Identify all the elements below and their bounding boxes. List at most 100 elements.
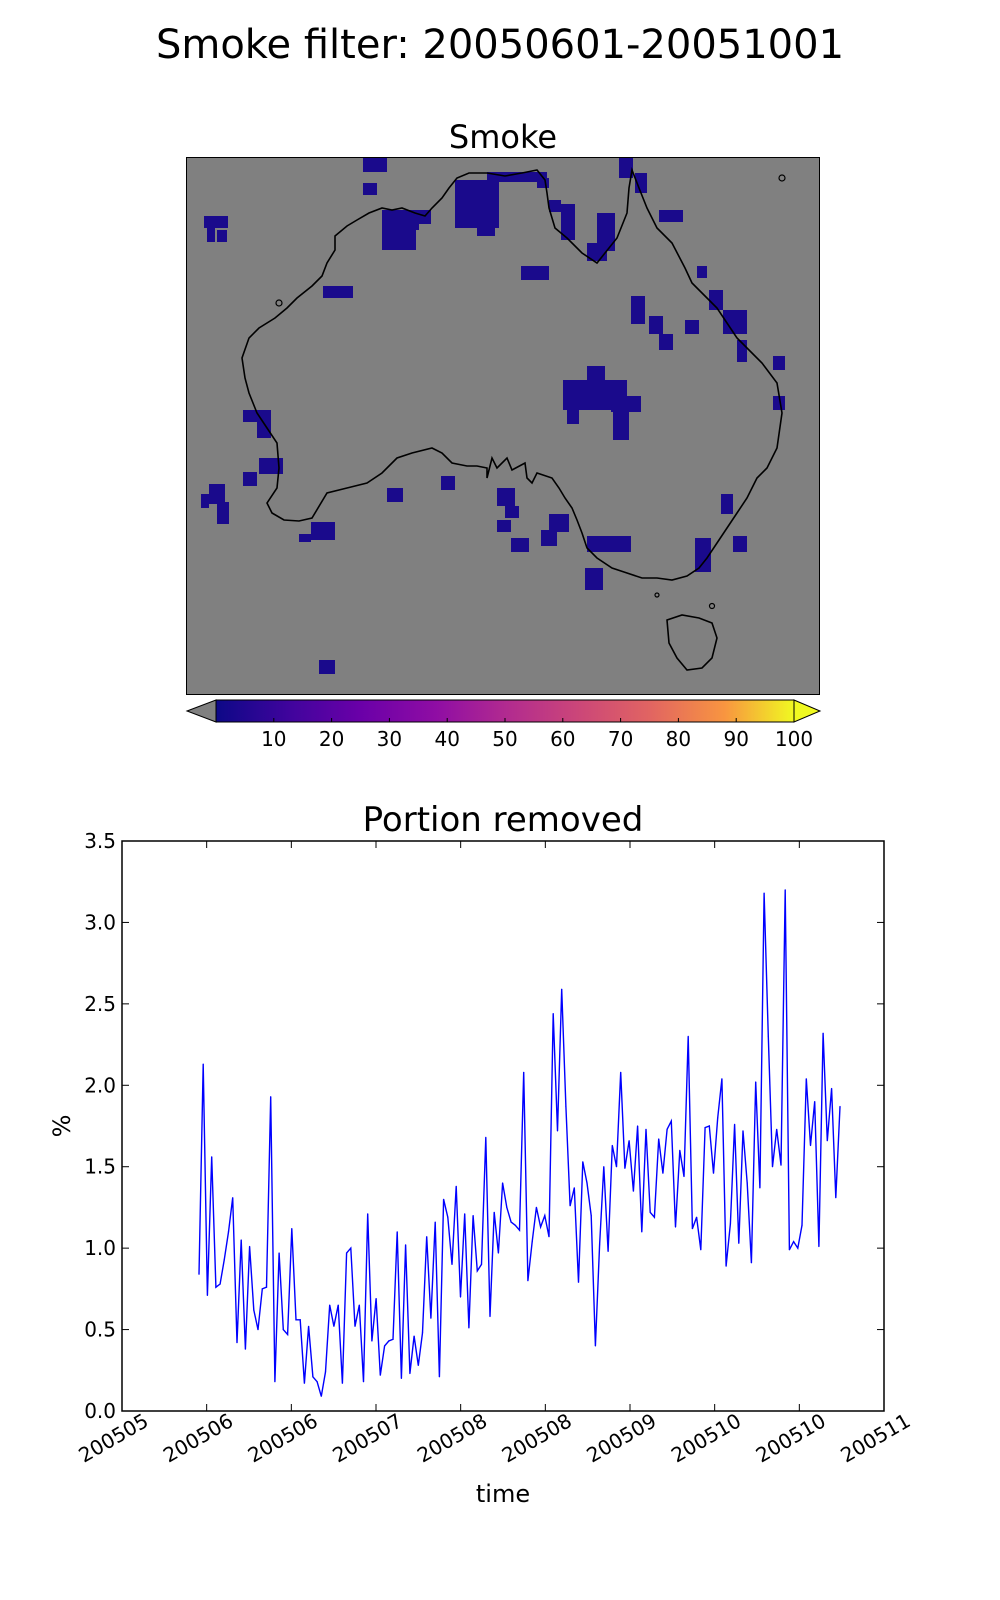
- data-point: [611, 1144, 613, 1147]
- data-point: [738, 1242, 740, 1244]
- y-axis: 0.0 0.5 1.0 1.5 2.0 2.5 3.0 3.5: [84, 829, 884, 1423]
- island-shape: [708, 602, 716, 610]
- data-point: [556, 1130, 559, 1132]
- x-tick-label: 200506: [159, 1408, 237, 1467]
- data-point: [303, 1382, 305, 1384]
- portion-removed-chart: 0.00.51.01.52.02.53.03.5 200505 200506 200…: [48, 829, 914, 1508]
- data-point: [430, 1317, 432, 1319]
- data-point: [464, 1213, 466, 1215]
- data-point: [236, 1342, 238, 1344]
- data-point: [615, 1166, 618, 1168]
- data-point: [299, 1319, 301, 1321]
- x-axis-label: time: [476, 1480, 530, 1508]
- data-point: [253, 1309, 255, 1311]
- data-point: [535, 1206, 538, 1208]
- data-point: [594, 1345, 597, 1347]
- data-point: [518, 1229, 521, 1231]
- island-shape: [654, 592, 660, 598]
- data-point: [679, 1149, 681, 1151]
- smoke-cell: [619, 158, 633, 178]
- data-point: [265, 1286, 268, 1288]
- smoke-cell: [695, 538, 711, 572]
- data-point: [379, 1374, 381, 1376]
- data-point: [472, 1215, 474, 1217]
- data-point: [320, 1395, 322, 1397]
- colorbar-tick-label: 60: [550, 727, 575, 751]
- data-point: [637, 1125, 639, 1127]
- data-point: [645, 1128, 647, 1130]
- data-point: [717, 1117, 719, 1119]
- x-tick-label: 200510: [752, 1408, 830, 1467]
- smoke-cell: [497, 520, 511, 532]
- x-tick-label: 200509: [582, 1408, 660, 1467]
- smoke-cell: [585, 568, 603, 590]
- data-point: [531, 1241, 533, 1243]
- smoke-cell: [487, 172, 547, 182]
- data-point: [628, 1140, 630, 1142]
- smoke-cell: [363, 158, 387, 172]
- data-point: [341, 1382, 343, 1384]
- data-point: [506, 1206, 508, 1208]
- data-point: [658, 1138, 660, 1140]
- colorbar-under-extension: [185, 699, 217, 723]
- smoke-cell: [477, 228, 495, 236]
- smoke-cell: [511, 538, 529, 552]
- data-point: [240, 1239, 242, 1241]
- smoke-cell: [311, 522, 335, 540]
- data-point: [548, 1236, 550, 1238]
- data-point: [662, 1172, 664, 1174]
- colorbar-over-extension: [793, 699, 822, 723]
- smoke-cell: [441, 476, 455, 490]
- colorbar-tick-label: 70: [608, 727, 633, 751]
- data-point: [227, 1231, 230, 1233]
- data-point: [270, 1096, 272, 1098]
- data-point: [324, 1371, 327, 1373]
- smoke-map-canvas: [201, 158, 786, 674]
- data-point: [375, 1298, 377, 1300]
- data-point: [282, 1329, 284, 1331]
- data-point: [696, 1216, 698, 1218]
- data-point: [700, 1249, 702, 1251]
- data-point: [725, 1265, 727, 1267]
- colorbar: 10 20 30 40 50 60 70 80 90 100: [185, 699, 822, 751]
- data-point: [814, 1101, 816, 1103]
- smoke-cell: [649, 316, 663, 334]
- data-point: [750, 1262, 753, 1264]
- data-point: [755, 1081, 757, 1083]
- data-point: [742, 1130, 744, 1132]
- data-point: [767, 1035, 769, 1037]
- data-point: [809, 1144, 812, 1147]
- data-point: [734, 1123, 736, 1125]
- smoke-cell: [709, 290, 723, 310]
- smoke-cell: [541, 530, 557, 546]
- data-point: [308, 1325, 310, 1327]
- data-point: [510, 1221, 512, 1223]
- smoke-cell: [635, 173, 647, 193]
- data-point: [801, 1224, 803, 1226]
- data-point: [493, 1211, 495, 1213]
- data-point: [603, 1166, 605, 1168]
- data-point: [480, 1263, 483, 1265]
- colorbar-tick-label: 30: [377, 727, 402, 751]
- smoke-cell: [567, 410, 579, 424]
- data-point: [455, 1185, 457, 1187]
- data-point: [577, 1281, 580, 1283]
- smoke-cell: [259, 458, 283, 474]
- data-point: [561, 988, 563, 990]
- data-point: [805, 1078, 807, 1080]
- y-axis-label: %: [48, 1115, 76, 1138]
- smoke-cells: [201, 158, 785, 674]
- data-point: [409, 1372, 411, 1375]
- data-point: [451, 1263, 453, 1265]
- data-point: [278, 1252, 280, 1254]
- y-tick-label: 1.0: [84, 1236, 116, 1260]
- data-point: [544, 1215, 546, 1217]
- smoke-cell: [685, 320, 699, 334]
- data-point: [316, 1381, 318, 1383]
- data-point: [434, 1221, 436, 1223]
- data-point: [400, 1377, 402, 1379]
- smoke-cell: [521, 266, 549, 280]
- colorbar-tick-label: 80: [666, 727, 691, 751]
- data-point: [257, 1329, 259, 1331]
- smoke-cell: [733, 536, 747, 552]
